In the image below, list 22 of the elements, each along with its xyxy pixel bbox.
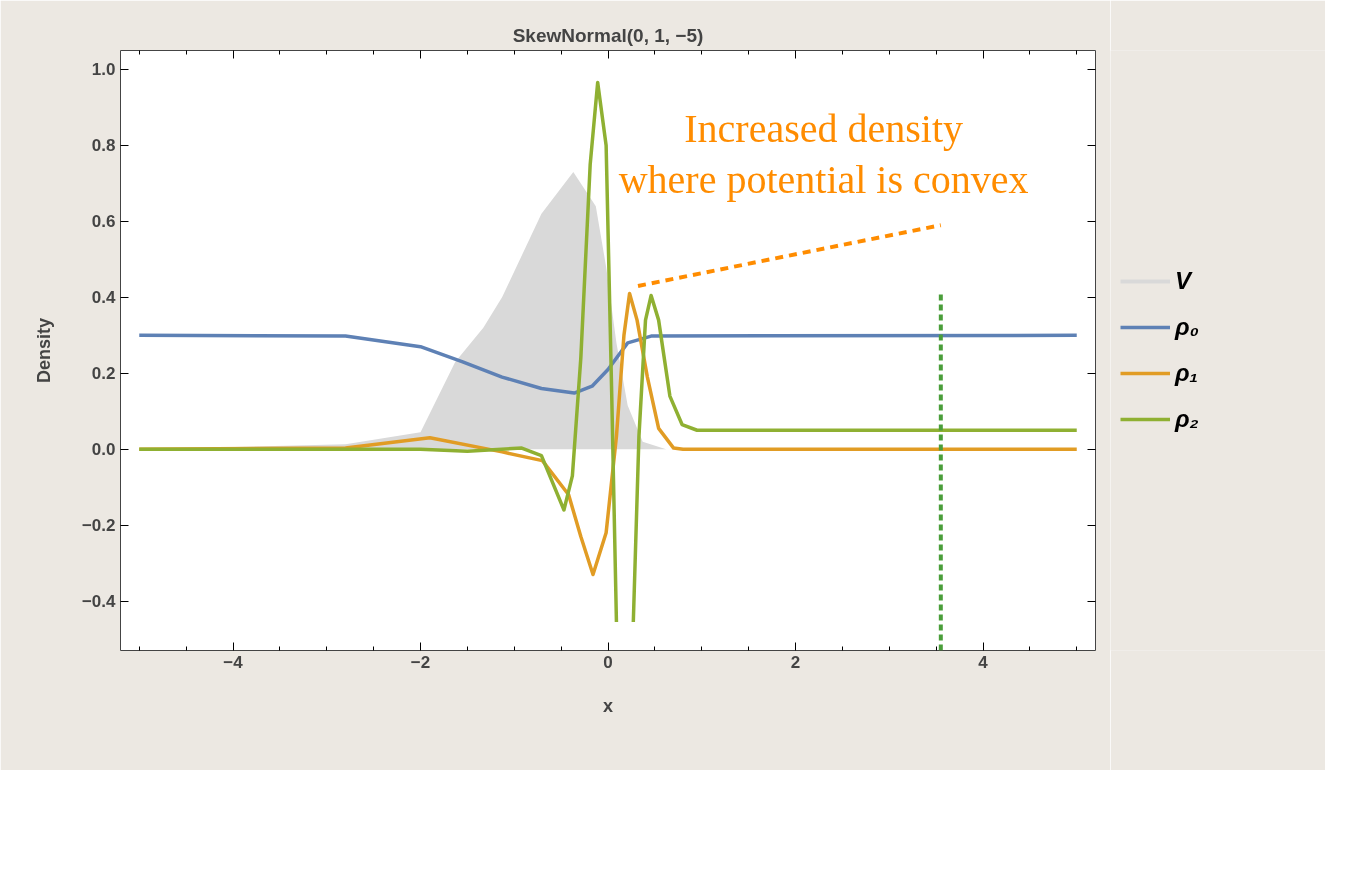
y-tick-label: 0.0 [91,440,116,460]
chart-title: SkewNormal(0, 1, −5) [512,24,704,46]
line-series [137,333,1079,395]
y-tick-label: 0.2 [91,364,116,384]
x-axis-title: x [602,695,614,716]
y-tick-label: 0.4 [91,288,117,308]
x-tick-label: 2 [790,652,801,672]
x-tick-label: 0 [603,652,613,672]
x-tick-label: −2 [410,652,431,672]
legend-label: ρ₂ [1175,405,1199,433]
x-tick-label: 4 [978,652,989,672]
y-axis-title: Density [33,317,54,384]
legend-label: ρ₁ [1175,359,1198,387]
y-tick-label: −0.2 [81,516,116,536]
y-tick-label: −0.4 [81,592,117,612]
y-tick-label: 0.6 [91,212,116,232]
legend-label: V [1175,267,1194,295]
legend-label: ρ₀ [1175,313,1199,341]
y-tick-label: 0.8 [91,136,116,156]
annotation: Increased density where potential is convex [618,105,1029,203]
y-tick-label: 1.0 [91,60,116,80]
x-tick-label: −4 [223,652,244,672]
